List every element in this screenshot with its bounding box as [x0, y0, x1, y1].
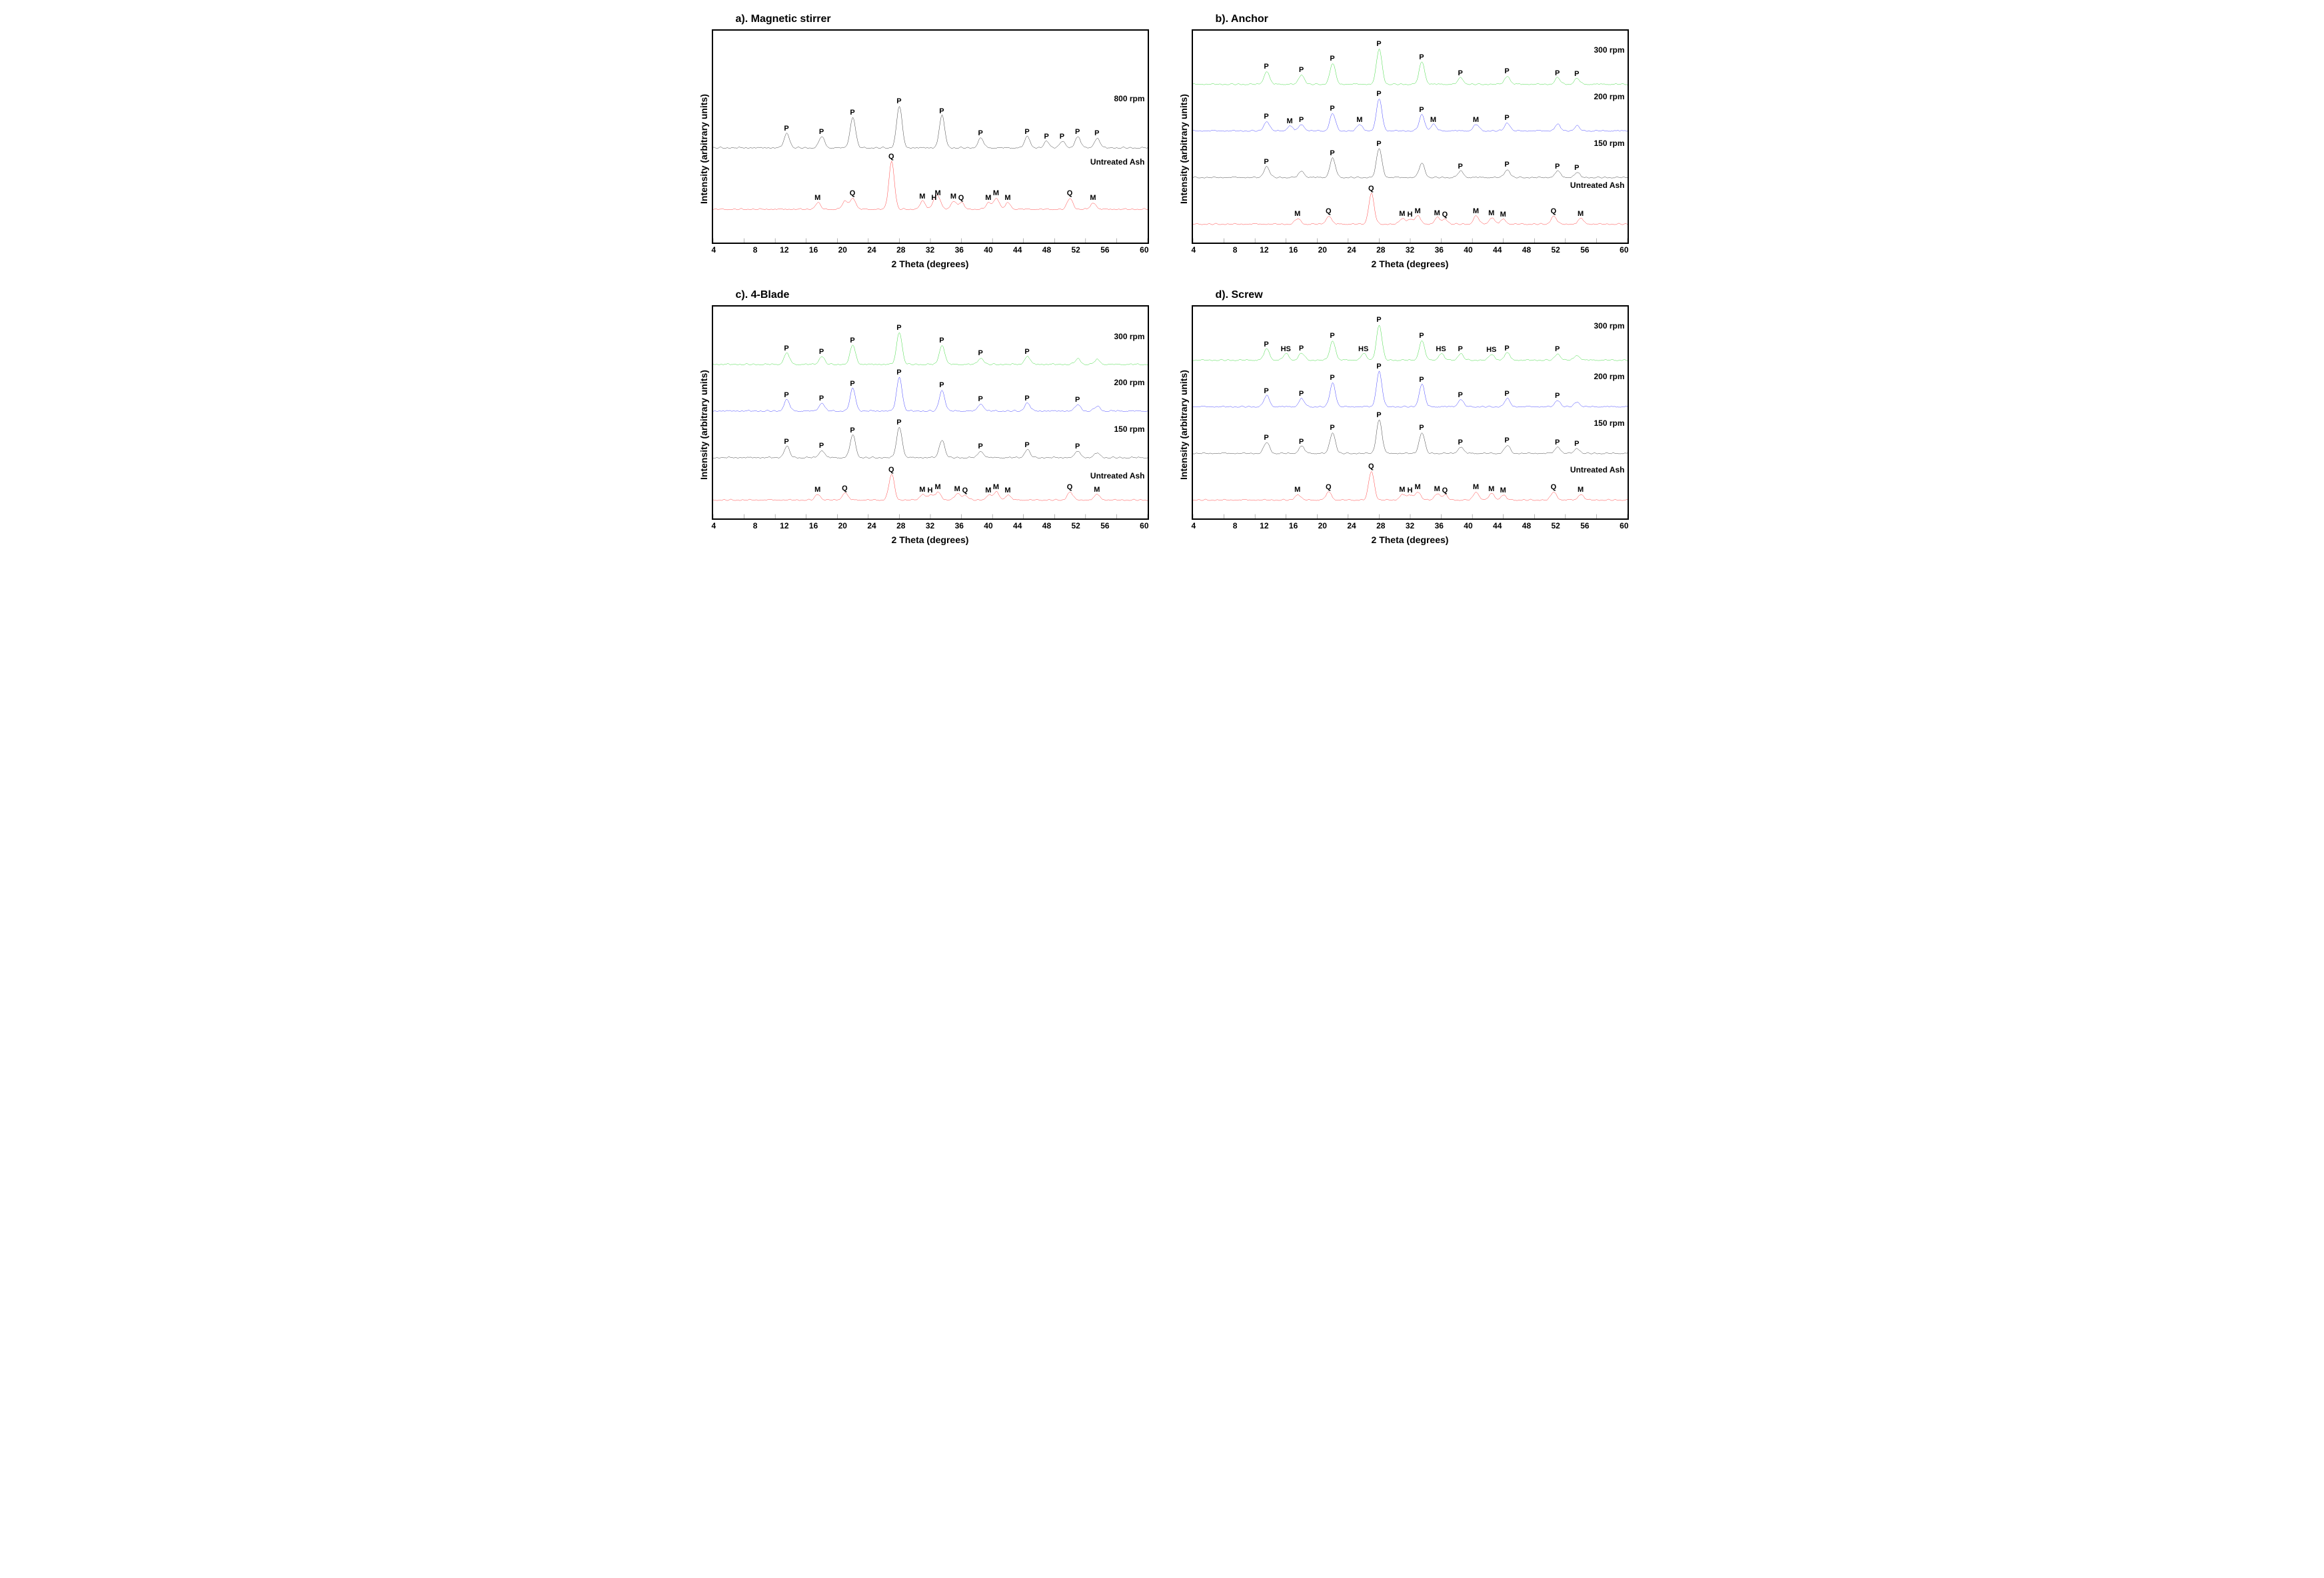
x-tick: 28	[886, 245, 916, 255]
x-tick: 8	[1220, 521, 1250, 530]
x-axis-label: 2 Theta (degrees)	[1192, 259, 1629, 269]
chart-wrap: Intensity (arbitrary units)MQQMHMMQMMMQM…	[1176, 305, 1629, 545]
x-tick: 56	[1570, 245, 1600, 255]
x-tick: 52	[1541, 521, 1570, 530]
x-tick: 28	[1366, 521, 1396, 530]
x-tick: 12	[770, 521, 799, 530]
x-tick: 44	[1483, 245, 1512, 255]
x-tick: 20	[1308, 521, 1337, 530]
panel-b: b). Anchor Intensity (arbitrary units)MQQ…	[1176, 13, 1629, 269]
x-tick: 36	[944, 521, 974, 530]
x-tick: 44	[1003, 521, 1032, 530]
figure-grid: a). Magnetic stirrer Intensity (arbitrary…	[696, 13, 1629, 545]
x-tick: 60	[1120, 521, 1149, 530]
x-tick: 20	[828, 521, 857, 530]
x-tick: 48	[1032, 245, 1062, 255]
x-tick: 60	[1120, 245, 1149, 255]
panel-a: a). Magnetic stirrer Intensity (arbitrary…	[696, 13, 1149, 269]
x-tick: 32	[1396, 521, 1425, 530]
x-tick: 36	[944, 245, 974, 255]
x-tick-labels: 4812162024283236404448525660	[712, 244, 1149, 255]
x-axis-label: 2 Theta (degrees)	[712, 259, 1149, 269]
x-tick: 32	[916, 245, 945, 255]
x-tick: 32	[916, 521, 945, 530]
x-tick: 56	[1090, 245, 1120, 255]
tick-marks	[713, 31, 1148, 243]
x-axis-label: 2 Theta (degrees)	[712, 534, 1149, 545]
x-tick: 16	[1279, 245, 1308, 255]
x-tick: 8	[1220, 245, 1250, 255]
x-tick: 24	[1337, 245, 1366, 255]
x-tick: 24	[1337, 521, 1366, 530]
chart-wrap: Intensity (arbitrary units)MQQMHMMQMMMQM…	[1176, 29, 1629, 269]
x-tick: 12	[1250, 521, 1279, 530]
x-tick: 4	[712, 521, 741, 530]
chart-wrap: Intensity (arbitrary units)MQQMHMMQMMMQM…	[696, 305, 1149, 545]
x-tick-labels: 4812162024283236404448525660	[1192, 520, 1629, 530]
x-tick: 12	[1250, 245, 1279, 255]
y-axis-label: Intensity (arbitrary units)	[696, 29, 712, 269]
panel-c: c). 4-Blade Intensity (arbitrary units)MQ…	[696, 289, 1149, 545]
x-tick: 16	[799, 245, 828, 255]
x-tick: 4	[712, 245, 741, 255]
x-tick: 52	[1061, 245, 1090, 255]
x-tick: 28	[1366, 245, 1396, 255]
x-axis-label: 2 Theta (degrees)	[1192, 534, 1629, 545]
tick-marks	[1193, 31, 1628, 243]
x-tick: 60	[1600, 521, 1629, 530]
x-tick-labels: 4812162024283236404448525660	[1192, 244, 1629, 255]
panel-d: d). Screw Intensity (arbitrary units)MQQM…	[1176, 289, 1629, 545]
x-tick: 8	[740, 245, 770, 255]
x-tick: 56	[1570, 521, 1600, 530]
panel-title: a). Magnetic stirrer	[736, 13, 1149, 25]
plot-area: MQQMHMMQMMMQMUntreated AshPPPPPPPPP150 r…	[1192, 305, 1629, 520]
x-tick: 28	[886, 521, 916, 530]
x-tick: 16	[799, 521, 828, 530]
x-tick: 20	[828, 245, 857, 255]
panel-title: c). 4-Blade	[736, 289, 1149, 301]
panel-title: d). Screw	[1216, 289, 1629, 301]
x-tick: 44	[1003, 245, 1032, 255]
y-axis-label: Intensity (arbitrary units)	[1176, 29, 1192, 269]
x-tick: 40	[974, 521, 1003, 530]
x-tick: 60	[1600, 245, 1629, 255]
x-tick: 8	[740, 521, 770, 530]
x-tick: 52	[1061, 521, 1090, 530]
plot-area: MQQMHMMQMMMQMUntreated AshPPPPPPPPPPP800…	[712, 29, 1149, 244]
x-tick-labels: 4812162024283236404448525660	[712, 520, 1149, 530]
x-tick: 40	[1454, 245, 1483, 255]
tick-marks	[1193, 307, 1628, 518]
x-tick: 48	[1512, 245, 1542, 255]
chart-wrap: Intensity (arbitrary units)MQQMHMMQMMMQM…	[696, 29, 1149, 269]
x-tick: 20	[1308, 245, 1337, 255]
x-tick: 48	[1512, 521, 1542, 530]
plot-area: MQQMHMMQMMMQMUntreated AshPPPPPPP150 rpm…	[1192, 29, 1629, 244]
tick-marks	[713, 307, 1148, 518]
y-axis-label: Intensity (arbitrary units)	[1176, 305, 1192, 545]
x-tick: 44	[1483, 521, 1512, 530]
x-tick: 40	[974, 245, 1003, 255]
x-tick: 12	[770, 245, 799, 255]
x-tick: 4	[1192, 245, 1221, 255]
x-tick: 52	[1541, 245, 1570, 255]
x-tick: 48	[1032, 521, 1062, 530]
x-tick: 4	[1192, 521, 1221, 530]
x-tick: 40	[1454, 521, 1483, 530]
plot-area: MQQMHMMQMMMQMUntreated AshPPPPPPP150 rpm…	[712, 305, 1149, 520]
panel-title: b). Anchor	[1216, 13, 1629, 25]
x-tick: 32	[1396, 245, 1425, 255]
x-tick: 36	[1424, 245, 1454, 255]
x-tick: 36	[1424, 521, 1454, 530]
x-tick: 24	[857, 521, 886, 530]
y-axis-label: Intensity (arbitrary units)	[696, 305, 712, 545]
x-tick: 16	[1279, 521, 1308, 530]
x-tick: 24	[857, 245, 886, 255]
x-tick: 56	[1090, 521, 1120, 530]
